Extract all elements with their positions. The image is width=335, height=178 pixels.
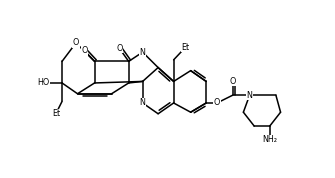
Text: Et: Et (181, 43, 189, 52)
Text: HO: HO (38, 78, 50, 87)
Text: Et: Et (52, 109, 60, 118)
Text: NH₂: NH₂ (262, 135, 277, 144)
Text: O: O (81, 46, 88, 55)
Text: O: O (73, 38, 79, 47)
Text: O: O (116, 44, 123, 53)
Text: N: N (140, 48, 146, 57)
Text: O: O (214, 98, 220, 108)
Text: O: O (229, 77, 236, 86)
Text: N: N (247, 91, 253, 100)
Text: N: N (140, 98, 146, 108)
